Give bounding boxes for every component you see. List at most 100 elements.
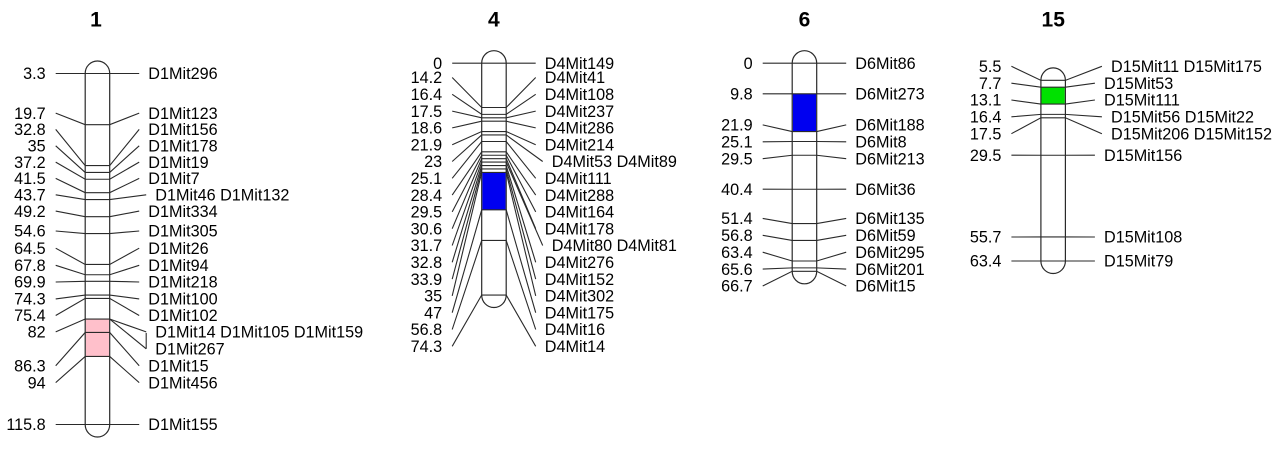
svg-text:D6Mit188: D6Mit188 bbox=[855, 117, 924, 135]
svg-text:54.6: 54.6 bbox=[14, 223, 46, 241]
svg-text:17.5: 17.5 bbox=[970, 125, 1002, 143]
svg-text:D4Mit80 D4Mit81: D4Mit80 D4Mit81 bbox=[552, 237, 677, 255]
svg-text:23: 23 bbox=[424, 153, 442, 171]
svg-text:D1Mit156: D1Mit156 bbox=[148, 121, 217, 139]
svg-text:18.6: 18.6 bbox=[411, 120, 443, 138]
svg-text:49.2: 49.2 bbox=[14, 203, 46, 221]
svg-text:D15Mit79: D15Mit79 bbox=[1104, 253, 1173, 271]
svg-text:5.5: 5.5 bbox=[979, 58, 1002, 76]
svg-text:16.4: 16.4 bbox=[970, 109, 1002, 127]
svg-text:29.5: 29.5 bbox=[970, 147, 1002, 165]
svg-text:4: 4 bbox=[488, 8, 500, 31]
svg-text:D15Mit206 D15Mit152: D15Mit206 D15Mit152 bbox=[1111, 125, 1272, 143]
svg-text:D15Mit56 D15Mit22: D15Mit56 D15Mit22 bbox=[1111, 109, 1254, 127]
svg-text:14.2: 14.2 bbox=[411, 69, 443, 87]
svg-text:35: 35 bbox=[424, 288, 442, 306]
svg-text:17.5: 17.5 bbox=[411, 103, 443, 121]
svg-text:D1Mit7: D1Mit7 bbox=[148, 170, 199, 188]
svg-text:D4Mit288: D4Mit288 bbox=[545, 187, 614, 205]
svg-text:D15Mit11 D15Mit175: D15Mit11 D15Mit175 bbox=[1111, 58, 1262, 76]
svg-text:56.8: 56.8 bbox=[411, 321, 443, 339]
svg-text:9.8: 9.8 bbox=[730, 86, 753, 104]
svg-text:33.9: 33.9 bbox=[411, 271, 443, 289]
svg-text:74.3: 74.3 bbox=[14, 291, 46, 309]
svg-text:D1Mit94: D1Mit94 bbox=[148, 257, 208, 275]
svg-text:D1Mit334: D1Mit334 bbox=[148, 203, 217, 221]
svg-text:D1Mit46 D1Mit132: D1Mit46 D1Mit132 bbox=[155, 187, 289, 205]
svg-text:37.2: 37.2 bbox=[14, 154, 46, 172]
svg-text:25.1: 25.1 bbox=[411, 170, 443, 188]
svg-text:66.7: 66.7 bbox=[721, 278, 753, 296]
svg-text:D1Mit305: D1Mit305 bbox=[148, 223, 217, 241]
svg-text:63.4: 63.4 bbox=[721, 244, 753, 262]
svg-text:D1Mit102: D1Mit102 bbox=[148, 307, 217, 325]
svg-text:D6Mit86: D6Mit86 bbox=[855, 55, 915, 73]
svg-text:D4Mit276: D4Mit276 bbox=[545, 254, 614, 272]
svg-text:D1Mit218: D1Mit218 bbox=[148, 274, 217, 292]
svg-text:D1Mit19: D1Mit19 bbox=[148, 154, 208, 172]
svg-text:28.4: 28.4 bbox=[411, 187, 443, 205]
svg-text:13.1: 13.1 bbox=[970, 92, 1002, 110]
svg-text:63.4: 63.4 bbox=[970, 253, 1002, 271]
svg-text:64.5: 64.5 bbox=[14, 240, 46, 258]
svg-text:D4Mit53 D4Mit89: D4Mit53 D4Mit89 bbox=[552, 153, 677, 171]
svg-text:32.8: 32.8 bbox=[14, 121, 46, 139]
svg-text:D6Mit135: D6Mit135 bbox=[855, 210, 924, 228]
svg-text:51.4: 51.4 bbox=[721, 210, 753, 228]
svg-text:D4Mit149: D4Mit149 bbox=[545, 55, 614, 73]
svg-text:6: 6 bbox=[799, 8, 811, 31]
svg-text:D15Mit111: D15Mit111 bbox=[1104, 92, 1180, 110]
svg-text:94: 94 bbox=[28, 374, 46, 392]
svg-text:D15Mit156: D15Mit156 bbox=[1104, 147, 1182, 165]
svg-text:D4Mit175: D4Mit175 bbox=[545, 304, 614, 322]
svg-text:41.5: 41.5 bbox=[14, 170, 46, 188]
svg-text:D4Mit41: D4Mit41 bbox=[545, 69, 605, 87]
svg-text:D4Mit237: D4Mit237 bbox=[545, 103, 614, 121]
svg-text:D15Mit108: D15Mit108 bbox=[1104, 229, 1182, 247]
svg-text:16.4: 16.4 bbox=[411, 86, 443, 104]
svg-text:0: 0 bbox=[744, 55, 753, 73]
svg-text:D1Mit267: D1Mit267 bbox=[155, 341, 224, 359]
svg-text:25.1: 25.1 bbox=[721, 134, 753, 152]
svg-text:D6Mit295: D6Mit295 bbox=[855, 244, 924, 262]
svg-text:D1Mit155: D1Mit155 bbox=[148, 416, 217, 434]
svg-text:D1Mit456: D1Mit456 bbox=[148, 374, 217, 392]
svg-text:47: 47 bbox=[424, 304, 442, 322]
svg-text:D4Mit108: D4Mit108 bbox=[545, 86, 614, 104]
svg-text:115.8: 115.8 bbox=[6, 416, 45, 434]
svg-text:74.3: 74.3 bbox=[411, 338, 443, 356]
svg-text:21.9: 21.9 bbox=[411, 136, 443, 154]
svg-text:D6Mit15: D6Mit15 bbox=[855, 278, 915, 296]
svg-text:15: 15 bbox=[1042, 8, 1066, 31]
svg-text:D6Mit36: D6Mit36 bbox=[855, 181, 915, 199]
svg-text:D6Mit59: D6Mit59 bbox=[855, 227, 915, 245]
svg-text:D4Mit286: D4Mit286 bbox=[545, 120, 614, 138]
svg-text:D1Mit100: D1Mit100 bbox=[148, 291, 217, 309]
svg-text:D4Mit152: D4Mit152 bbox=[545, 271, 614, 289]
svg-text:D4Mit214: D4Mit214 bbox=[545, 136, 614, 154]
svg-text:D6Mit8: D6Mit8 bbox=[855, 134, 906, 152]
svg-text:40.4: 40.4 bbox=[721, 181, 753, 199]
svg-text:7.7: 7.7 bbox=[979, 75, 1002, 93]
svg-text:1: 1 bbox=[90, 8, 102, 31]
svg-text:D6Mit201: D6Mit201 bbox=[855, 261, 924, 279]
svg-text:D4Mit164: D4Mit164 bbox=[545, 204, 614, 222]
svg-text:86.3: 86.3 bbox=[14, 357, 46, 375]
svg-text:D4Mit14: D4Mit14 bbox=[545, 338, 605, 356]
svg-text:21.9: 21.9 bbox=[721, 117, 753, 135]
svg-text:30.6: 30.6 bbox=[411, 220, 443, 238]
svg-text:55.7: 55.7 bbox=[970, 229, 1002, 247]
svg-text:D1Mit26: D1Mit26 bbox=[148, 240, 208, 258]
svg-text:D1Mit296: D1Mit296 bbox=[148, 65, 217, 83]
svg-text:65.6: 65.6 bbox=[721, 261, 753, 279]
svg-text:D4Mit178: D4Mit178 bbox=[545, 220, 614, 238]
svg-text:31.7: 31.7 bbox=[411, 237, 443, 255]
svg-text:D1Mit178: D1Mit178 bbox=[148, 138, 217, 156]
svg-text:29.5: 29.5 bbox=[411, 204, 443, 222]
svg-text:82: 82 bbox=[28, 324, 46, 342]
svg-text:19.7: 19.7 bbox=[14, 105, 46, 123]
svg-text:32.8: 32.8 bbox=[411, 254, 443, 272]
svg-text:69.9: 69.9 bbox=[14, 274, 46, 292]
svg-text:35: 35 bbox=[28, 138, 46, 156]
svg-text:D4Mit16: D4Mit16 bbox=[545, 321, 605, 339]
